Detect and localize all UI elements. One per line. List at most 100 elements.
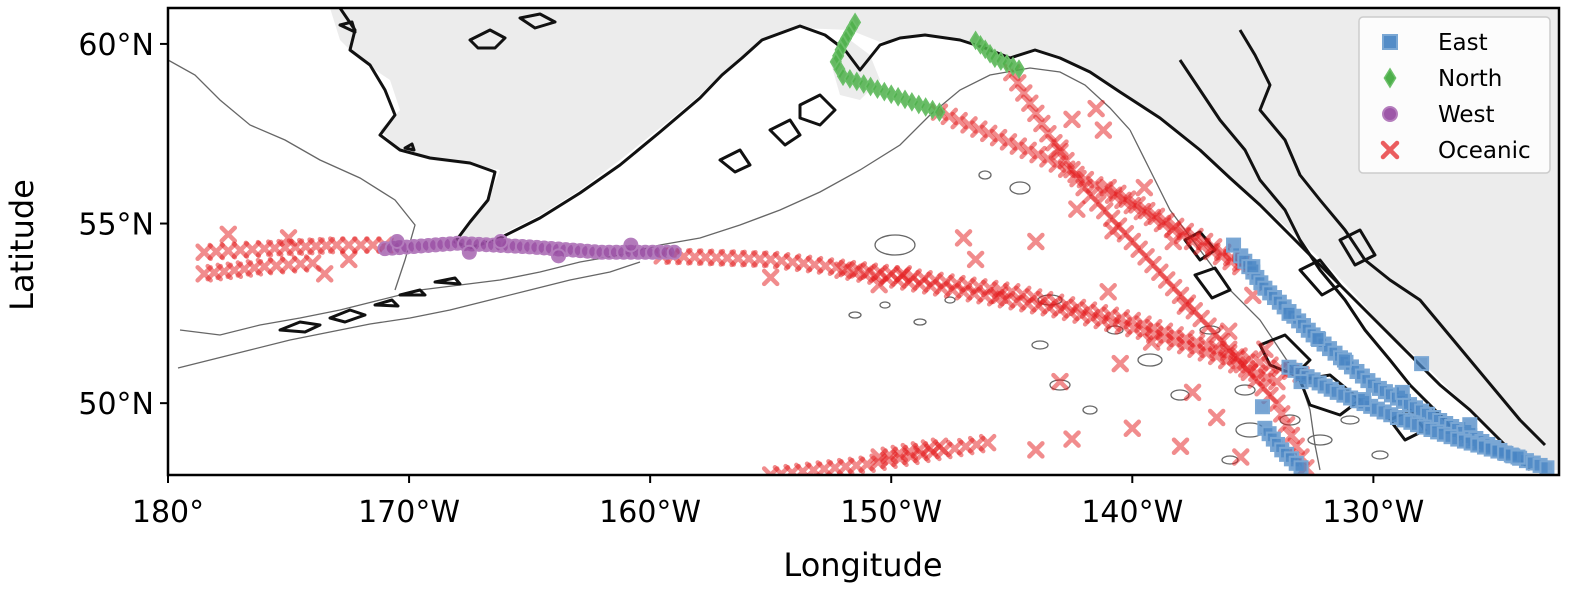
point-east — [1293, 460, 1309, 475]
point-oceanic — [1094, 121, 1113, 139]
point-oceanic — [1204, 238, 1223, 256]
point-oceanic — [1183, 383, 1202, 402]
point-oceanic — [970, 120, 988, 138]
point-oceanic — [1109, 184, 1127, 203]
point-oceanic — [1207, 408, 1226, 427]
point-oceanic — [1244, 286, 1262, 305]
legend-label-oceanic: Oceanic — [1438, 138, 1531, 164]
series-east — [1226, 237, 1555, 475]
point-east — [1356, 392, 1372, 408]
point-east — [1226, 237, 1242, 253]
point-oceanic — [219, 225, 238, 244]
series-north — [829, 12, 1026, 123]
legend-item-east: East — [1382, 30, 1488, 56]
point-north — [892, 86, 905, 107]
legend-label-west: West — [1438, 102, 1495, 128]
point-oceanic — [1219, 322, 1238, 341]
point-oceanic — [960, 116, 978, 134]
point-west — [389, 234, 405, 249]
alaska-coastline — [338, 8, 1532, 472]
point-oceanic — [1051, 139, 1069, 157]
legend-box — [1358, 16, 1551, 174]
legend-marker-west — [1382, 106, 1398, 122]
point-oceanic — [1111, 354, 1129, 373]
point-oceanic — [1176, 297, 1195, 315]
point-west — [623, 237, 639, 253]
point-oceanic — [1104, 221, 1122, 240]
y-tick-label: 60°N — [78, 28, 154, 63]
bc-inner-coastline — [1178, 59, 1462, 441]
point-oceanic — [999, 133, 1018, 151]
point-oceanic — [1063, 110, 1081, 129]
point-oceanic — [979, 124, 998, 143]
point-oceanic — [966, 250, 985, 269]
point-oceanic — [1009, 137, 1028, 155]
point-oceanic — [1033, 114, 1051, 133]
legend-marker-east — [1382, 34, 1398, 50]
series-west — [377, 234, 682, 264]
series-layer — [195, 12, 1555, 475]
point-west — [493, 234, 509, 249]
legend-label-north: North — [1438, 66, 1502, 92]
plot-frame — [166, 6, 1561, 477]
point-oceanic — [1118, 190, 1137, 208]
point-oceanic — [894, 265, 913, 283]
y-tick-label: 55°N — [78, 208, 154, 243]
point-north — [857, 74, 870, 94]
y-axis-label: Latitude — [3, 179, 41, 311]
x-tick-label: 160°W — [599, 495, 701, 530]
point-oceanic — [1142, 333, 1161, 351]
point-north — [933, 102, 946, 123]
point-oceanic — [1099, 283, 1117, 301]
point-oceanic — [978, 433, 997, 452]
y-axis: 50°N 55°N 60°N — [78, 28, 168, 422]
point-oceanic — [1256, 340, 1274, 359]
point-oceanic — [352, 236, 370, 254]
x-tick-label: 130°W — [1322, 495, 1424, 530]
point-east — [1462, 417, 1478, 433]
point-oceanic — [1282, 426, 1301, 445]
point-oceanic — [279, 229, 298, 247]
point-oceanic — [315, 265, 334, 283]
point-oceanic — [761, 268, 780, 287]
point-east — [1293, 374, 1309, 390]
point-east — [1245, 259, 1261, 275]
x-axis-label: Longitude — [783, 546, 942, 584]
point-north — [850, 71, 863, 92]
point-oceanic — [1063, 430, 1081, 448]
point-oceanic — [794, 462, 812, 475]
legend-item-north: North — [1383, 66, 1502, 92]
point-oceanic — [1232, 448, 1250, 466]
point-oceanic — [1171, 437, 1190, 456]
point-oceanic — [1268, 394, 1286, 412]
legend-item-oceanic: Oceanic — [1380, 138, 1531, 164]
point-east — [1510, 449, 1526, 465]
point-oceanic — [1027, 441, 1045, 459]
point-oceanic — [1019, 141, 1037, 160]
shelf-contour-west — [168, 59, 416, 291]
point-oceanic — [1186, 227, 1204, 246]
legend-marker-north — [1383, 67, 1397, 89]
point-oceanic — [1051, 372, 1069, 391]
point-oceanic — [930, 437, 949, 456]
kamchatka-coast — [168, 50, 410, 240]
point-oceanic — [1029, 145, 1047, 164]
x-tick-label: 150°W — [840, 495, 942, 530]
point-east — [1414, 356, 1430, 372]
shelf-contour-bc — [1129, 129, 1321, 471]
point-east — [1281, 305, 1297, 321]
point-oceanic — [1027, 232, 1045, 251]
x-axis: 180° 170°W 160°W 150°W 140°W 130°W — [132, 475, 1424, 530]
point-west — [666, 244, 682, 260]
point-oceanic — [950, 111, 968, 130]
point-oceanic — [954, 229, 973, 247]
point-oceanic — [761, 466, 780, 475]
point-oceanic — [340, 250, 358, 269]
shelf-contour-aleutian — [177, 261, 641, 369]
point-oceanic — [1195, 232, 1214, 251]
point-oceanic — [1068, 200, 1086, 218]
point-east — [1254, 399, 1270, 415]
point-north — [885, 84, 898, 105]
point-north — [1012, 59, 1026, 79]
